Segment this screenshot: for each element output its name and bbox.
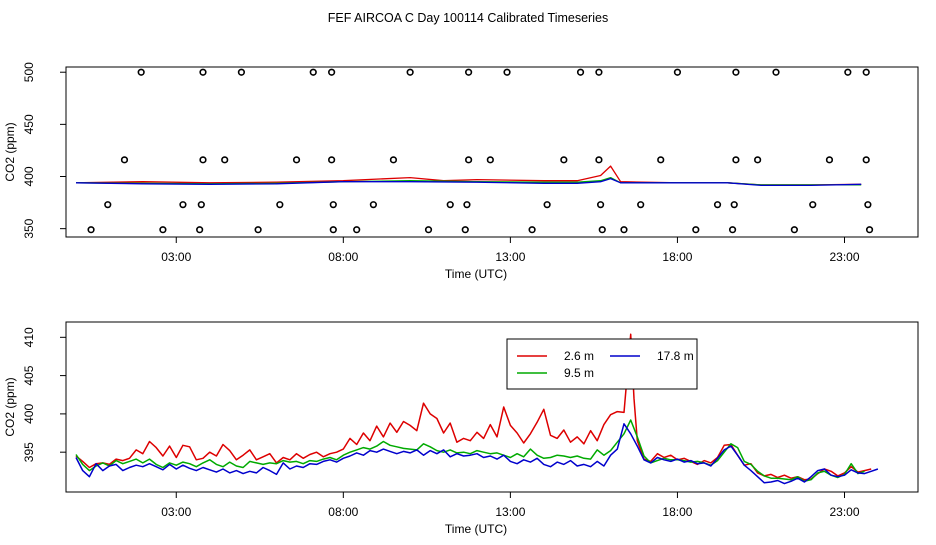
calibration-point bbox=[596, 201, 605, 209]
plot-frame bbox=[65, 321, 919, 493]
calibration-point bbox=[329, 201, 337, 209]
x-tick-label: 13:00 bbox=[495, 250, 525, 264]
bottom-panel-co2-timeseries: 03:00 08:00 13:00 18:00 23:00 Time (UTC) 395 40… bbox=[3, 321, 919, 536]
calibration-point bbox=[620, 226, 628, 234]
x-tick-label: 23:00 bbox=[829, 505, 859, 519]
legend: 2.6 m 9.5 m 17.8 m bbox=[506, 338, 698, 390]
y-tick-label: 410 bbox=[22, 327, 36, 347]
calibration-point bbox=[237, 68, 246, 76]
calibration-point bbox=[809, 201, 817, 209]
calibration-point bbox=[657, 156, 665, 164]
calibration-point bbox=[446, 201, 454, 209]
calibration-point bbox=[179, 201, 187, 209]
x-tick-label: 18:00 bbox=[662, 250, 692, 264]
calibration-point bbox=[772, 68, 780, 76]
calibration-point bbox=[864, 201, 872, 209]
calibration-point bbox=[221, 156, 229, 164]
calibration-point bbox=[197, 201, 205, 209]
calibration-point bbox=[328, 68, 336, 76]
calibration-point bbox=[465, 156, 473, 164]
calibration-point bbox=[328, 156, 336, 164]
calibration-point bbox=[595, 156, 603, 164]
calibration-point bbox=[595, 68, 603, 76]
calibration-point bbox=[292, 156, 301, 164]
calibration-point bbox=[254, 226, 262, 234]
calibration-point bbox=[406, 68, 414, 76]
calibration-point bbox=[137, 68, 145, 76]
calibration-point bbox=[199, 68, 207, 76]
x-tick-label: 08:00 bbox=[328, 250, 358, 264]
x-tick-label: 18:00 bbox=[662, 505, 692, 519]
calibration-point bbox=[732, 68, 740, 76]
x-axis-label: Time (UTC) bbox=[445, 267, 507, 281]
legend-label: 17.8 m bbox=[657, 349, 694, 363]
y-axis-label: CO2 (ppm) bbox=[3, 377, 17, 436]
calibration-point bbox=[87, 226, 95, 234]
legend-label: 9.5 m bbox=[564, 366, 594, 380]
x-tick-label: 08:00 bbox=[328, 505, 358, 519]
calibration-point bbox=[199, 156, 207, 164]
series-line-2-6-m bbox=[75, 333, 872, 481]
calibration-point bbox=[543, 201, 551, 209]
x-tick-label: 23:00 bbox=[829, 250, 859, 264]
y-tick-label: 405 bbox=[22, 365, 36, 385]
plot-frame bbox=[65, 66, 919, 238]
calibration-point bbox=[528, 226, 536, 234]
calibration-point bbox=[104, 201, 112, 209]
y-tick-label: 395 bbox=[22, 442, 36, 462]
figure-title: FEF AIRCOA C Day 100114 Calibrated Times… bbox=[328, 11, 608, 25]
calibration-point bbox=[865, 226, 874, 234]
calibration-point bbox=[730, 201, 738, 209]
top-panel-calibration-scatter: 03:00 08:00 13:00 18:00 23:00 Time (UTC) 350 40… bbox=[3, 62, 919, 281]
calibration-point bbox=[673, 68, 682, 76]
y-tick-label: 400 bbox=[22, 166, 36, 186]
calibration-point bbox=[486, 156, 494, 164]
calibration-point bbox=[844, 68, 852, 76]
calibration-point bbox=[576, 68, 585, 76]
calibration-point bbox=[465, 68, 473, 76]
plot-area bbox=[75, 165, 862, 187]
calibration-point bbox=[728, 226, 737, 234]
x-axis-label: Time (UTC) bbox=[445, 522, 507, 536]
calibration-point bbox=[369, 201, 377, 209]
calibration-point bbox=[598, 226, 606, 234]
calibration-point bbox=[637, 201, 645, 209]
calibration-point bbox=[862, 156, 870, 164]
y-tick-label: 400 bbox=[22, 404, 36, 424]
y-tick-label: 350 bbox=[22, 218, 36, 238]
x-tick-label: 13:00 bbox=[495, 505, 525, 519]
calibration-point bbox=[503, 68, 511, 76]
series-line-17-8-m bbox=[75, 177, 862, 187]
calibration-point bbox=[754, 156, 762, 164]
calibration-point bbox=[389, 156, 398, 164]
y-tick-label: 450 bbox=[22, 114, 36, 134]
plot-area bbox=[75, 333, 879, 485]
y-tick-label: 500 bbox=[22, 62, 36, 82]
calibration-point bbox=[732, 156, 740, 164]
calibration-point bbox=[825, 156, 834, 164]
y-axis-label: CO2 (ppm) bbox=[3, 122, 17, 181]
calibration-point bbox=[461, 226, 469, 234]
calibration-point bbox=[159, 226, 167, 234]
x-tick-label: 03:00 bbox=[161, 505, 191, 519]
x-tick-label: 03:00 bbox=[161, 250, 191, 264]
series-line-9-5-m bbox=[75, 419, 865, 483]
calibration-point bbox=[309, 68, 317, 76]
calibration-point bbox=[463, 201, 471, 209]
calibration-point bbox=[120, 156, 129, 164]
calibration-point bbox=[424, 226, 433, 234]
calibration-point bbox=[560, 156, 568, 164]
calibration-point bbox=[713, 201, 722, 209]
series-line-17-8-m bbox=[75, 423, 879, 485]
calibration-point bbox=[692, 226, 700, 234]
calibration-point bbox=[196, 226, 204, 234]
legend-label: 2.6 m bbox=[564, 349, 594, 363]
calibration-point bbox=[353, 226, 361, 234]
calibration-point bbox=[329, 226, 337, 234]
legend-box bbox=[506, 338, 698, 390]
calibration-point bbox=[790, 226, 798, 234]
calibration-point bbox=[862, 68, 870, 76]
calibration-point bbox=[276, 201, 284, 209]
